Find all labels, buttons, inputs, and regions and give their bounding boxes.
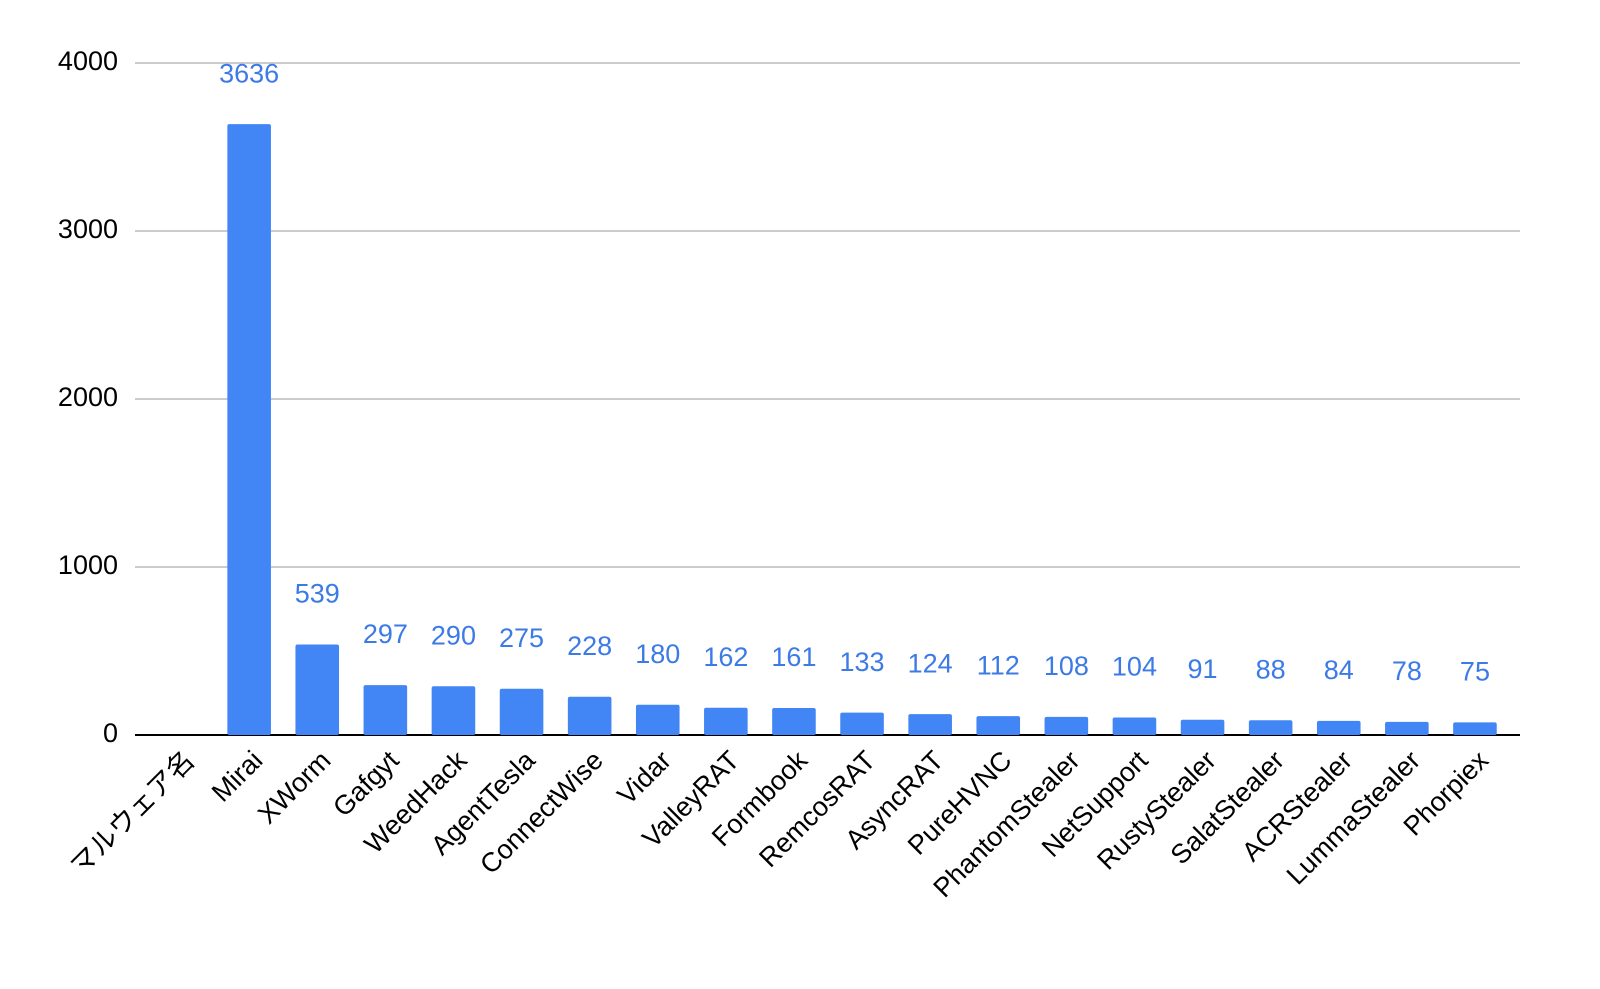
- data-label: 162: [703, 642, 748, 672]
- bar: [1112, 717, 1157, 735]
- bar: [499, 688, 544, 735]
- bar: [840, 712, 884, 735]
- data-label: 84: [1324, 655, 1354, 685]
- bar: [431, 686, 476, 735]
- bar: [567, 696, 612, 735]
- data-label: 78: [1392, 656, 1422, 686]
- data-label: 104: [1112, 652, 1157, 682]
- bar: [908, 714, 952, 735]
- bar: [1385, 721, 1429, 735]
- x-tick-label: Mirai: [206, 745, 269, 808]
- bar: [1316, 720, 1361, 735]
- y-tick-label: 3000: [58, 214, 118, 244]
- bar: [363, 685, 408, 735]
- data-label: 228: [567, 631, 612, 661]
- bar: [1044, 716, 1089, 735]
- bar: [772, 707, 816, 735]
- x-tick-label: XWorm: [252, 745, 337, 830]
- bar: [1180, 719, 1225, 735]
- data-label: 297: [363, 619, 408, 649]
- data-label: 539: [295, 579, 340, 609]
- y-tick-label: 2000: [58, 382, 118, 412]
- bar: [1453, 722, 1497, 735]
- bar: [635, 704, 680, 735]
- data-label: 124: [908, 648, 953, 678]
- y-tick-label: 4000: [58, 46, 118, 76]
- data-label: 161: [771, 642, 816, 672]
- bar: [295, 644, 340, 735]
- bar: [1248, 720, 1293, 735]
- data-label: 112: [977, 650, 1020, 680]
- y-tick-label: 0: [103, 718, 118, 748]
- bar: [976, 716, 1021, 735]
- y-tick-label: 1000: [58, 550, 118, 580]
- data-label: 88: [1256, 654, 1286, 684]
- bar: [227, 124, 271, 736]
- data-label: 275: [499, 623, 544, 653]
- data-label: 108: [1044, 651, 1089, 681]
- bar: [704, 707, 748, 735]
- data-label: 290: [431, 620, 476, 650]
- data-label: 180: [635, 639, 680, 669]
- data-label: 91: [1188, 654, 1218, 684]
- data-label: 3636: [219, 58, 279, 88]
- data-label: 133: [840, 647, 885, 677]
- data-label: 75: [1460, 657, 1490, 687]
- x-tick-label: マルウェア名: [65, 745, 201, 881]
